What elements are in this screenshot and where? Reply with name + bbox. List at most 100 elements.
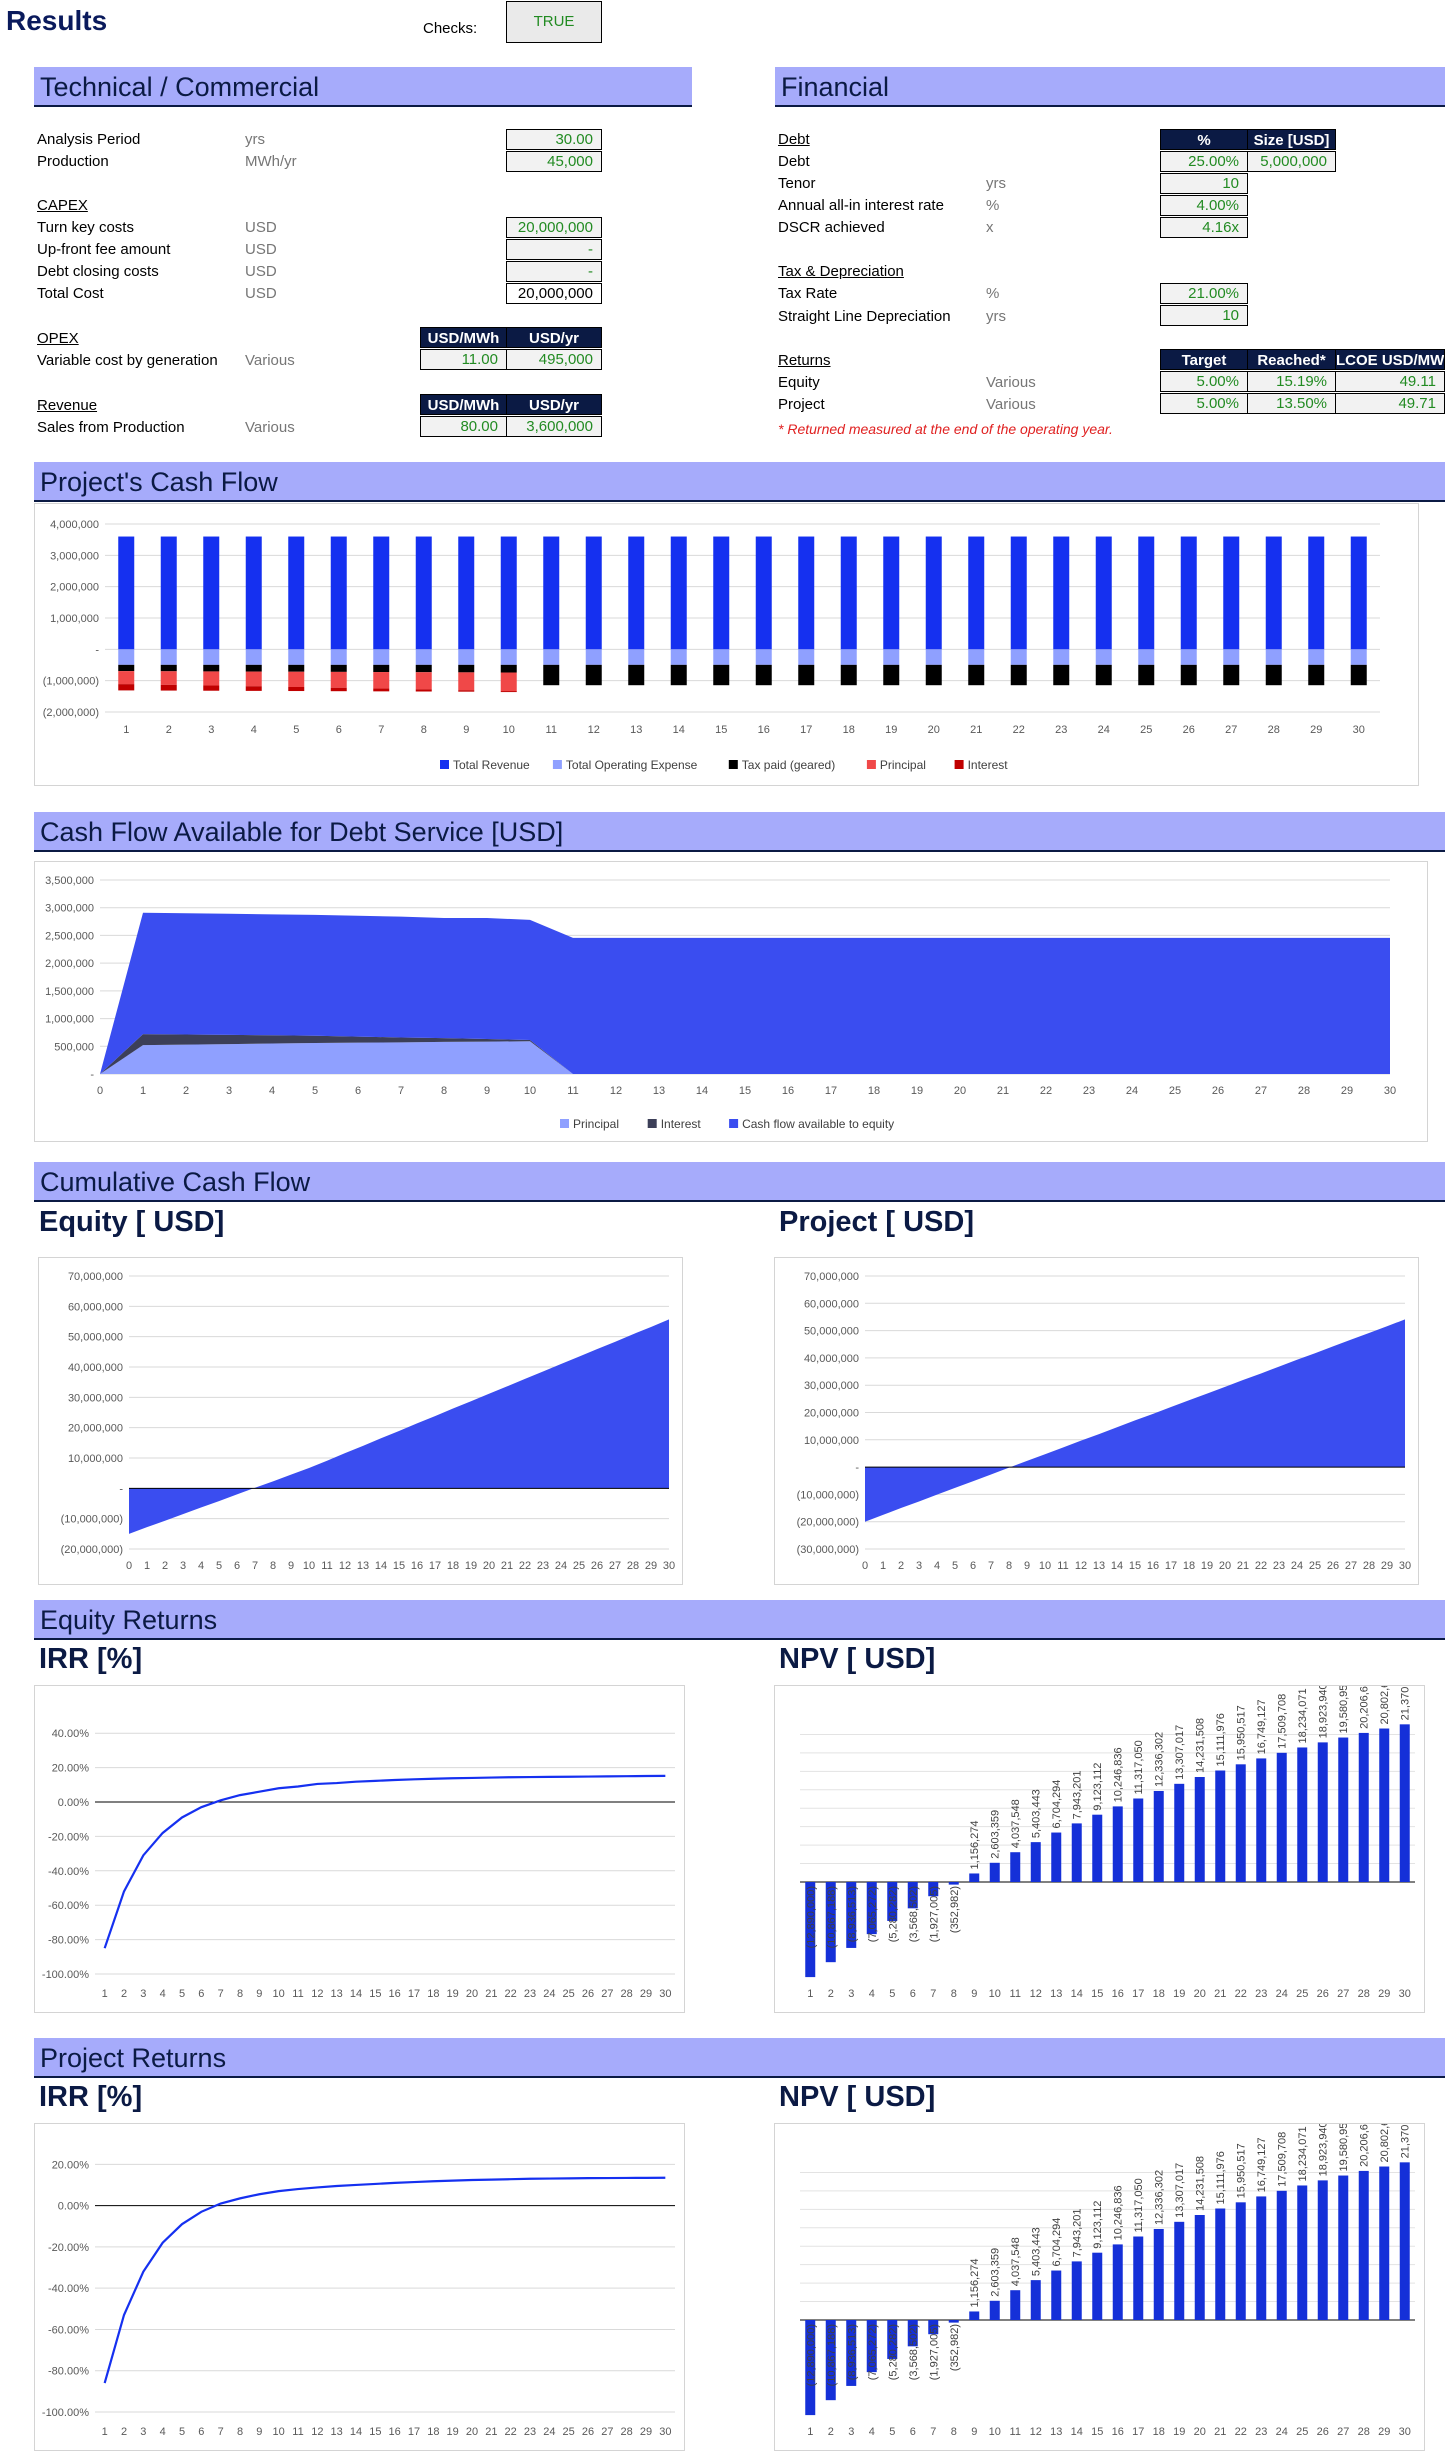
dscr-unit: x [986,219,994,236]
cashflow-bar-total-revenue [1053,537,1069,650]
equity-npv-xtick: 17 [1132,1988,1144,2000]
equity-irr-ytick: -80.00% [48,1935,89,1947]
project-npv-data-label: 7,943,201 [1072,2208,1084,2257]
project-npv-data-label: 15,111,976 [1215,2151,1227,2204]
project-target-value[interactable]: 5.00% [1160,393,1248,414]
project-npv-xtick: 16 [1112,2426,1124,2438]
equity-cum-ytick: 50,000,000 [68,1332,123,1344]
cashflow-bar-tax-paid-geared- [501,665,517,673]
cashflow-bar-tax-paid-geared- [756,665,772,685]
debt-closing-label: Debt closing costs [37,263,159,280]
equity-npv-bar [1318,1742,1328,1882]
analysis-period-label: Analysis Period [37,131,140,148]
cashflow-bar-total-operating-expense [373,649,389,665]
cashflow-bar-principal [161,671,177,685]
cashflow-xtick: 1 [123,724,129,736]
tax-rate-value[interactable]: 21.00% [1160,283,1248,304]
cfads-legend-swatch [648,1119,657,1128]
project-irr-xtick: 9 [256,2426,262,2438]
project-cum-xtick: 17 [1165,1560,1177,1572]
debt-pct-value[interactable]: 25.00% [1160,151,1248,172]
equity-npv-data-label: 21,370,183 [1400,1686,1412,1720]
project-irr-xtick: 28 [621,2426,633,2438]
returns-col-target: Target [1160,349,1248,370]
cashflow-bar-total-operating-expense [1053,649,1069,665]
cashflow-ytick: 2,000,000 [50,582,99,594]
tenor-value[interactable]: 10 [1160,173,1248,194]
financial-section-header: Financial [775,67,1445,107]
cashflow-bar-total-revenue [841,537,857,650]
equity-npv-xtick: 5 [889,1988,895,2000]
cashflow-bar-total-operating-expense [203,649,219,665]
cashflow-bar-total-operating-expense [246,649,262,665]
equity-irr-ytick: -100.00% [42,1969,89,1981]
opex-label: Variable cost by generation [37,352,218,369]
project-return-unit: Various [986,396,1036,413]
equity-irr-xtick: 12 [311,1988,323,2000]
cashflow-chart-panel: 4,000,000 3,000,000 2,000,000 1,000,000- (1,… [34,503,1419,786]
equity-npv-xtick: 4 [869,1988,875,2000]
equity-irr-xtick: 9 [256,1988,262,2000]
project-cum-ytick: 70,000,000 [804,1271,859,1283]
project-npv-bar [1359,2171,1369,2320]
equity-npv-bar [1277,1753,1287,1882]
upfront-fee-value[interactable]: - [506,239,602,260]
project-npv-data-label: (1,927,005) [928,2324,940,2380]
cashflow-bar-interest [161,685,177,691]
revenue-usd-mwh-value[interactable]: 80.00 [420,416,507,437]
equity-npv-bar [1092,1815,1102,1882]
debt-closing-unit: USD [245,263,277,280]
cfads-xtick: 30 [1384,1085,1396,1097]
debt-heading: Debt [778,131,810,148]
production-value[interactable]: 45,000 [506,151,602,172]
project-npv-bar [1072,2261,1082,2320]
equity-irr-xtick: 30 [659,1988,671,2000]
analysis-period-unit: yrs [245,131,265,148]
equity-irr-xtick: 25 [563,1988,575,2000]
equity-npv-data-label: (12,890,000) [805,1886,817,1948]
project-npv-data-label: 15,950,517 [1236,2143,1248,2198]
cashflow-bar-total-operating-expense [883,649,899,665]
cfads-chart: 3,500,0003,000,0002,500,0002,000,0001,50… [35,862,1429,1143]
equity-npv-bar [949,1882,959,1885]
cashflow-ytick: 4,000,000 [50,519,99,531]
debt-closing-value[interactable]: - [506,261,602,282]
cashflow-bar-total-revenue [331,537,347,650]
project-npv-bar [1133,2237,1143,2320]
checks-value[interactable]: TRUE [506,1,602,43]
project-npv-xtick: 18 [1153,2426,1165,2438]
cashflow-bar-principal [373,672,389,689]
project-irr-xtick: 22 [505,2426,517,2438]
project-npv-xtick: 24 [1276,2426,1288,2438]
cashflow-bar-total-revenue [118,537,134,650]
opex-usd-mwh-value[interactable]: 11.00 [420,349,507,370]
equity-cum-ytick: 10,000,000 [68,1453,123,1465]
equity-npv-xtick: 14 [1071,1988,1083,2000]
project-npv-xtick: 28 [1358,2426,1370,2438]
project-irr-chart: 20.00%0.00%-20.00%-40.00%-60.00%-80.00%-… [35,2124,686,2452]
equity-target-value[interactable]: 5.00% [1160,371,1248,392]
cashflow-xtick: 17 [800,724,812,736]
interest-rate-value[interactable]: 4.00% [1160,195,1248,216]
project-irr-panel: 20.00% 0.00% -20.00% -40.00% -60.00% -80.00% -… [34,2123,685,2451]
analysis-period-value[interactable]: 30.00 [506,129,602,150]
depreciation-label: Straight Line Depreciation [778,308,951,325]
turn-key-value[interactable]: 20,000,000 [506,217,602,238]
equity-cum-xtick: 12 [339,1560,351,1572]
tax-rate-label: Tax Rate [778,285,837,302]
cashflow-xtick: 28 [1268,724,1280,736]
debt-size-value: 5,000,000 [1247,151,1336,172]
cashflow-xtick: 16 [758,724,770,736]
cfads-heading: Cash Flow Available for Debt Service [US… [40,817,563,848]
equity-npv-data-label: 14,231,508 [1195,1718,1207,1773]
technical-section-header: Technical / Commercial [34,67,692,107]
equity-npv-bar [1195,1777,1205,1882]
equity-irr-xtick: 2 [121,1988,127,2000]
equity-npv-bar [1010,1852,1020,1882]
project-irr-line [105,2178,666,2383]
depreciation-value[interactable]: 10 [1160,305,1248,326]
cashflow-bar-total-operating-expense [586,649,602,665]
equity-npv-xtick: 20 [1194,1988,1206,2000]
equity-irr-ytick: -20.00% [48,1831,89,1843]
equity-cum-xtick: 14 [375,1560,387,1572]
